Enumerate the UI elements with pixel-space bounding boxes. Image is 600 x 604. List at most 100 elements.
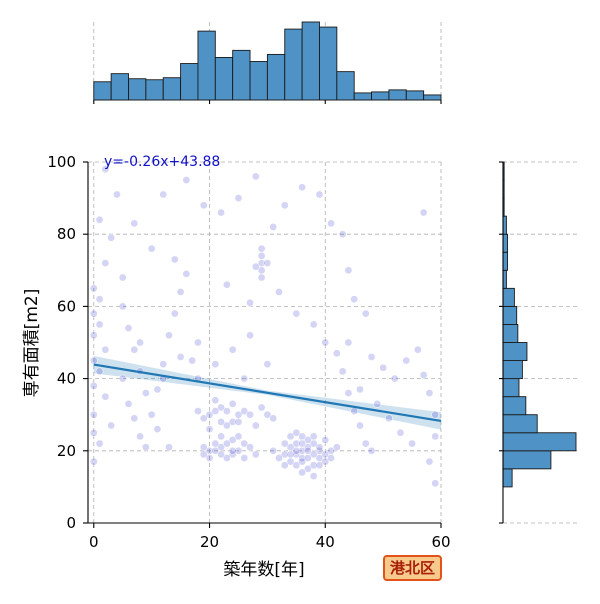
scatter-point (89, 284, 98, 293)
scatter-point (246, 443, 254, 452)
scatter-points (89, 165, 440, 488)
scatter-point (304, 436, 312, 444)
y-tick-label: 60 (57, 297, 76, 315)
y-tick-label: 0 (66, 514, 76, 532)
scatter-point (118, 302, 127, 311)
scatter-point (188, 356, 197, 365)
scatter-point (101, 392, 110, 401)
scatter-point (425, 457, 434, 466)
scatter-point (269, 223, 278, 231)
scatter-point (130, 414, 139, 423)
x-tick-label: 0 (89, 533, 99, 551)
scatter-point (344, 338, 353, 347)
scatter-point (350, 407, 359, 415)
scatter-point (309, 432, 318, 441)
scatter-point (165, 443, 173, 452)
y-tick-label: 80 (57, 225, 76, 243)
scatter-point (321, 450, 330, 459)
x-hist-bar (197, 30, 216, 101)
scatter-point (217, 450, 225, 459)
scatter-point (263, 360, 272, 369)
y-hist-bar (502, 432, 577, 452)
scatter-point (95, 367, 104, 376)
scatter-point (147, 244, 156, 253)
regression-equation: y=-0.26x+43.88 (104, 154, 220, 170)
scatter-point (130, 345, 139, 354)
scatter-point (251, 421, 260, 430)
x-hist-bar (214, 57, 234, 101)
scatter-point (223, 454, 231, 462)
scatter-point (234, 418, 243, 426)
y-marginal-histogram (499, 161, 578, 524)
scatter-point (286, 450, 295, 459)
x-hist-bar (162, 77, 182, 101)
y-hist-bar (502, 233, 509, 253)
scatter-point (257, 403, 266, 412)
scatter-point (257, 244, 266, 253)
scatter-point (95, 439, 104, 448)
scatter-point (419, 371, 428, 379)
scatter-point (153, 425, 162, 433)
scatter-point (332, 349, 341, 358)
scatter-point (251, 262, 260, 271)
scatter-point (246, 331, 254, 340)
x-hist-bar (249, 61, 268, 101)
y-hist-bar (502, 360, 523, 380)
scatter-point (95, 320, 104, 329)
scatter-point (251, 172, 260, 181)
y-hist-bar (502, 450, 552, 470)
y-hist-bar (502, 396, 527, 416)
regression-line-group (93, 363, 442, 422)
scatter-point (124, 400, 133, 408)
scatter-point (223, 280, 231, 289)
scatter-point (361, 439, 370, 448)
scatter-point (113, 190, 121, 199)
scatter-point (431, 479, 440, 488)
scatter-point (361, 309, 370, 318)
scatter-point (350, 295, 359, 304)
scatter-point (176, 353, 185, 361)
scatter-point (228, 446, 237, 455)
scatter-point (217, 208, 225, 217)
x-hist-bar (128, 78, 147, 101)
y-axis-label: 専有面積[m2] (22, 289, 42, 398)
scatter-point (159, 360, 168, 369)
scatter-point (211, 439, 220, 448)
scatter-point (431, 432, 440, 441)
scatter-point (194, 407, 202, 415)
scatter-point (240, 439, 249, 448)
scatter-point (385, 414, 393, 423)
scatter-point (223, 421, 231, 430)
scatter-point (142, 443, 150, 452)
scatter-point (228, 436, 237, 444)
scatter-point (89, 457, 98, 466)
y-hist-bar (502, 324, 519, 343)
scatter-point (199, 443, 208, 452)
scatter-point (408, 439, 416, 448)
x-hist-bar (336, 71, 355, 101)
regression-line (93, 363, 442, 422)
scatter-point (147, 410, 156, 419)
scatter-point (321, 436, 330, 444)
scatter-point (182, 176, 191, 184)
y-hist-bar (502, 342, 528, 361)
x-hist-bar (284, 28, 303, 101)
scatter-point (263, 259, 272, 267)
scatter-point (298, 439, 306, 448)
scatter-point (205, 425, 214, 433)
scatter-point (390, 374, 399, 383)
scatter-point (298, 457, 306, 466)
x-hist-bar (319, 26, 338, 101)
scatter-point (257, 273, 266, 282)
scatter-point (240, 374, 249, 383)
scatter-point (321, 338, 330, 347)
y-hist-bar (502, 468, 513, 488)
scatter-point (419, 208, 428, 217)
x-tick-label: 40 (316, 533, 335, 551)
scatter-point (130, 219, 139, 228)
scatter-point (396, 428, 405, 437)
scatter-point (356, 421, 364, 430)
scatter-point (356, 385, 364, 394)
scatter-point (165, 331, 173, 340)
